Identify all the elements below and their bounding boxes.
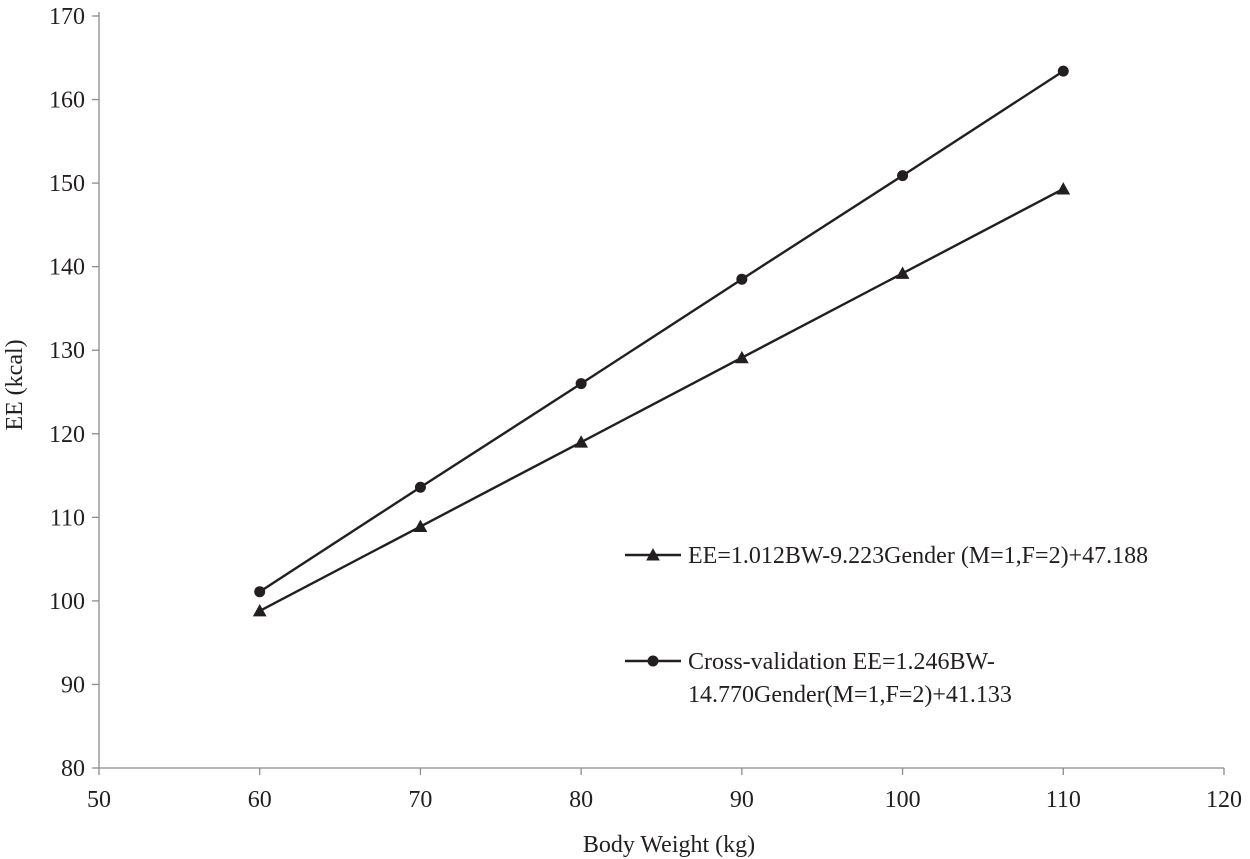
data-point-circle [414, 481, 426, 493]
data-point-triangle [1056, 182, 1071, 195]
y-tick-label: 150 [49, 171, 85, 197]
series-layer [252, 65, 1071, 617]
x-tick-label: 100 [885, 787, 921, 813]
data-point-circle [1057, 65, 1069, 77]
x-tick-label: 90 [730, 787, 754, 813]
x-tick-label: 120 [1206, 787, 1242, 813]
legend-marker-triangle [646, 548, 660, 561]
data-point-circle [736, 273, 748, 285]
y-tick-label: 90 [61, 672, 85, 698]
data-point-circle [254, 586, 266, 598]
series-line [259, 70, 1064, 593]
series-line [259, 187, 1064, 612]
x-tick-label: 110 [1046, 787, 1081, 813]
y-tick-label: 160 [49, 88, 85, 114]
legend-label-line: 14.770Gender(M=1,F=2)+41.133 [688, 682, 1012, 708]
legend-marker-circle [647, 655, 659, 667]
x-tick-label: 80 [569, 787, 593, 813]
legend-label: Cross-validation EE=1.246BW- 14.770Gender… [688, 649, 1012, 708]
legend-entry-1: EE=1.012BW-9.223Gender (M=1,F=2)+47.188 [625, 543, 1148, 569]
legend: EE=1.012BW-9.223Gender (M=1,F=2)+47.188 C… [625, 543, 1148, 708]
data-point-triangle [252, 604, 267, 617]
y-tick-label: 80 [61, 756, 85, 782]
data-point-circle [897, 170, 909, 182]
y-tick-label: 140 [49, 255, 85, 281]
series-2 [254, 65, 1069, 598]
x-tick-label: 60 [248, 787, 272, 813]
legend-label-line: EE=1.012BW-9.223Gender (M=1,F=2)+47.188 [688, 543, 1148, 569]
legend-label-line: Cross-validation EE=1.246BW- [688, 649, 995, 675]
y-tick-label: 170 [49, 4, 85, 30]
y-axis-title: EE (kcal) [2, 339, 28, 430]
x-tick-label: 70 [408, 787, 432, 813]
y-tick-label: 130 [49, 338, 85, 364]
data-point-circle [575, 378, 587, 390]
y-tick-label: 110 [50, 505, 85, 531]
legend-label: EE=1.012BW-9.223Gender (M=1,F=2)+47.188 [688, 543, 1148, 569]
x-tick-label: 50 [87, 787, 111, 813]
axes: 80 90 100 110 120 130 140 150 160 170 50 60 70 80 90 10… [49, 4, 1242, 813]
series-1 [252, 182, 1071, 617]
data-point-triangle [413, 519, 428, 533]
legend-entry-2: Cross-validation EE=1.246BW- 14.770Gender… [625, 649, 1012, 708]
data-point-triangle [734, 350, 749, 364]
data-point-triangle [574, 435, 589, 448]
y-tick-label: 100 [49, 589, 85, 615]
y-tick-label: 120 [49, 422, 85, 448]
data-point-triangle [895, 266, 910, 279]
x-axis-title: Body Weight (kg) [583, 832, 755, 858]
